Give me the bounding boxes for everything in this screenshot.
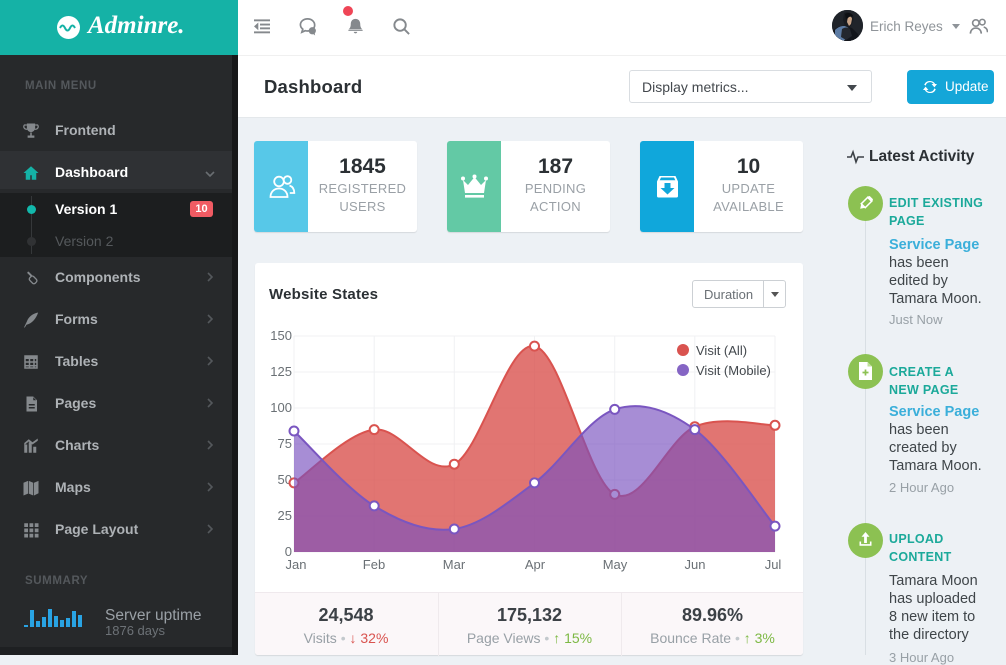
svg-text:50: 50: [278, 472, 292, 487]
svg-text:Visit (Mobile): Visit (Mobile): [696, 363, 771, 378]
svg-text:Jun: Jun: [685, 557, 706, 572]
svg-text:Apr: Apr: [525, 557, 546, 572]
svg-text:Visit (All): Visit (All): [696, 343, 747, 358]
svg-text:Jul: Jul: [765, 557, 782, 572]
svg-text:Feb: Feb: [363, 557, 385, 572]
svg-text:150: 150: [270, 328, 292, 343]
svg-text:25: 25: [278, 508, 292, 523]
svg-text:May: May: [603, 557, 628, 572]
svg-text:100: 100: [270, 400, 292, 415]
svg-text:Mar: Mar: [443, 557, 466, 572]
svg-text:125: 125: [270, 364, 292, 379]
svg-text:0: 0: [285, 544, 292, 559]
svg-text:75: 75: [278, 436, 292, 451]
svg-text:Jan: Jan: [286, 557, 307, 572]
